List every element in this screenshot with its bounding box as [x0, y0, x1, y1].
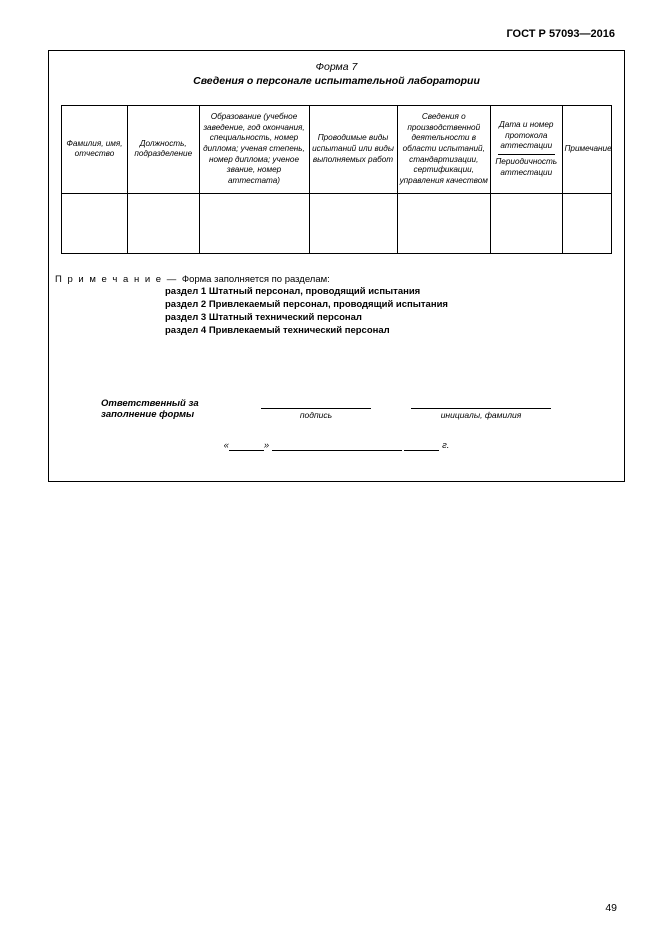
form-title: Сведения о персонале испытательной лабор…	[61, 75, 612, 87]
col-header-attestation-date: Дата и номер протокола аттестации	[493, 120, 560, 152]
date-year-suffix: г.	[442, 440, 449, 451]
table-cell	[491, 193, 563, 253]
note-line: раздел 2 Привлекаемый персонал, проводящ…	[165, 299, 612, 312]
col-header-education: Образование (учебное заведение, год окон…	[199, 106, 309, 194]
name-slot: инициалы, фамилия	[411, 408, 551, 420]
page-number: 49	[605, 902, 617, 914]
note-line: раздел 4 Привлекаемый технический персон…	[165, 325, 612, 338]
col-header-attestation: Дата и номер протокола аттестации Период…	[491, 106, 563, 194]
date-block: «» г.	[61, 440, 612, 451]
col-header-name: Фамилия, имя, отчество	[62, 106, 128, 194]
personnel-table: Фамилия, имя, отчество Должность, подраз…	[61, 105, 612, 254]
divider-line	[498, 154, 555, 155]
table-header-row: Фамилия, имя, отчество Должность, подраз…	[62, 106, 612, 194]
form-number: Форма 7	[61, 61, 612, 73]
date-month-line	[272, 450, 402, 451]
responsible-label: Ответственный за заполнение формы	[101, 398, 241, 420]
table-cell	[199, 193, 309, 253]
document-code: ГОСТ Р 57093—2016	[48, 28, 625, 40]
date-close-quote: »	[264, 440, 269, 451]
table-cell	[128, 193, 200, 253]
date-day-line	[229, 450, 264, 451]
col-header-experience: Сведения о производственной деятельности…	[397, 106, 491, 194]
note-intro: Форма заполняется по разделам:	[182, 274, 330, 285]
col-header-attestation-period: Периодичность аттестации	[493, 157, 560, 178]
table-cell	[62, 193, 128, 253]
col-header-position: Должность, подразделение	[128, 106, 200, 194]
name-line	[411, 408, 551, 409]
table-cell	[397, 193, 491, 253]
table-cell	[309, 193, 397, 253]
note-lines: раздел 1 Штатный персонал, проводящий ис…	[55, 286, 612, 337]
signature-line	[261, 408, 371, 409]
name-caption: инициалы, фамилия	[441, 410, 522, 420]
note-line: раздел 3 Штатный технический персонал	[165, 312, 612, 325]
table-cell	[562, 193, 612, 253]
note-line: раздел 1 Штатный персонал, проводящий ис…	[165, 286, 612, 299]
page: ГОСТ Р 57093—2016 Форма 7 Сведения о пер…	[0, 0, 661, 936]
col-header-tests: Проводимые виды испытаний или виды выпол…	[309, 106, 397, 194]
note-block: П р и м е ч а н и е — Форма заполняется …	[55, 274, 612, 338]
table-row	[62, 193, 612, 253]
signature-slot: подпись	[261, 408, 371, 420]
col-header-note: Примечание	[562, 106, 612, 194]
signature-caption: подпись	[300, 410, 332, 420]
date-year-line	[404, 450, 439, 451]
note-label: П р и м е ч а н и е —	[55, 274, 182, 285]
form-frame: Форма 7 Сведения о персонале испытательн…	[48, 50, 625, 482]
responsible-block: Ответственный за заполнение формы подпис…	[101, 398, 612, 420]
